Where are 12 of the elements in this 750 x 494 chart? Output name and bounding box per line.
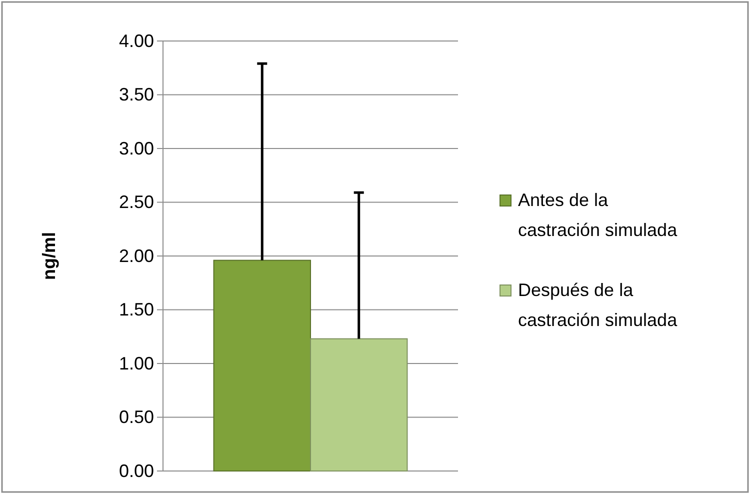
y-tick-label: 3.00 <box>118 138 154 158</box>
legend-label: Después de la castración simulada <box>518 280 678 330</box>
y-tick-label: 1.00 <box>118 353 154 374</box>
legend-label: Antes de la castración simulada <box>518 190 678 240</box>
y-axis-title: ng/ml <box>39 232 59 280</box>
y-tick-label: 2.00 <box>118 246 154 266</box>
y-tick-label: 4.00 <box>118 30 154 51</box>
y-tick-label: 0.50 <box>118 407 154 428</box>
y-tick-label: 1.50 <box>118 300 154 320</box>
y-tick-label: 2.50 <box>118 192 154 212</box>
y-tick-label: 0.00 <box>118 460 154 481</box>
y-tick-label: 3.50 <box>118 84 154 105</box>
